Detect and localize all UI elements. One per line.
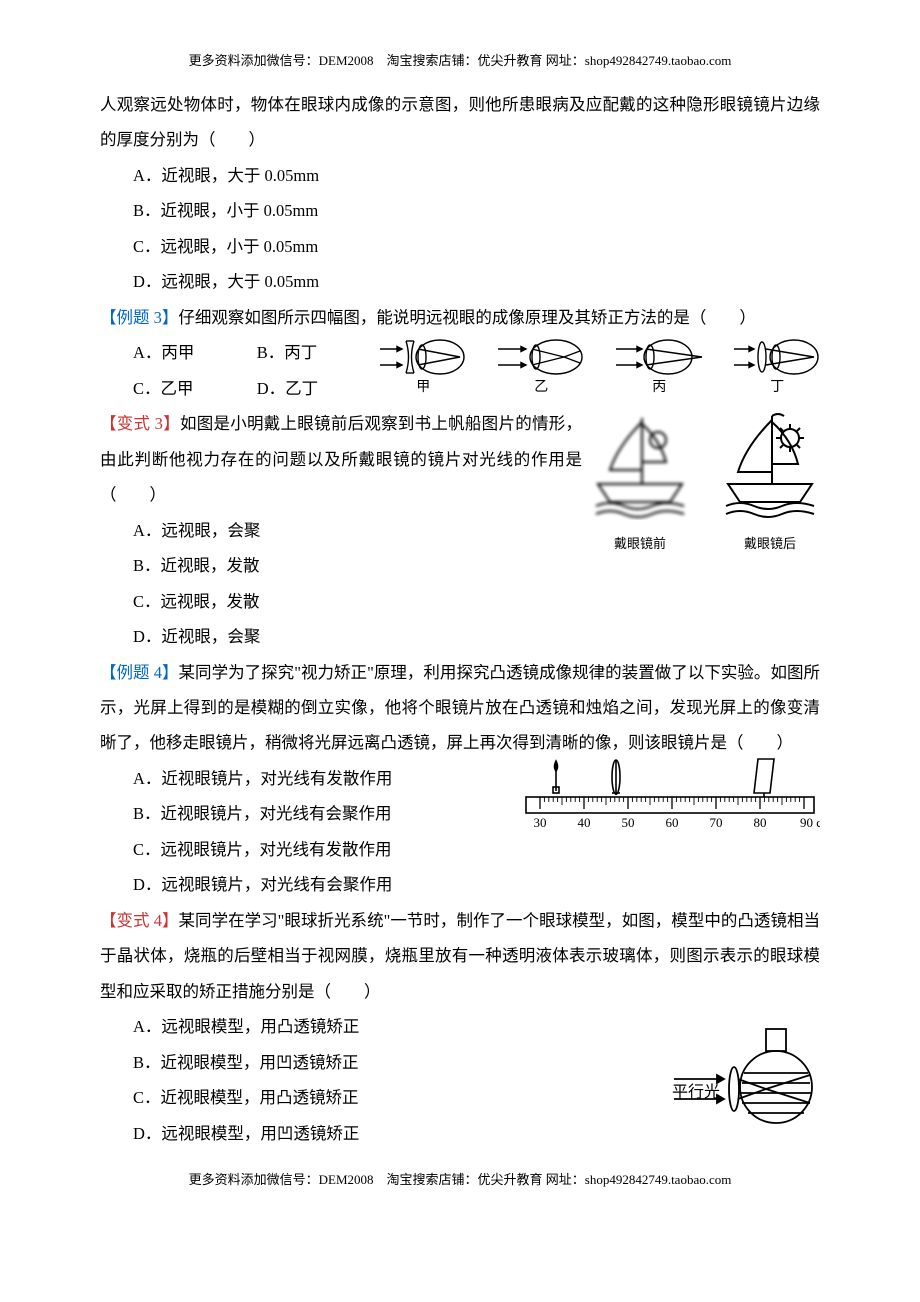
var4-text: 某同学在学习"眼球折光系统"一节时，制作了一个眼球模型，如图，模型中的凸透镜相当… [100, 911, 820, 1001]
ex3-label-bing: 丙 [652, 380, 666, 395]
var3-tag: 【变式 3】 [100, 414, 180, 433]
svg-text:40: 40 [578, 815, 591, 830]
svg-text:90 cm: 90 cm [800, 815, 820, 830]
boat-before-icon [590, 410, 690, 520]
ex3-options-row1: A．丙甲 B．丙丁 C．乙甲 D．乙丁 [100, 335, 820, 406]
svg-text:30: 30 [534, 815, 547, 830]
var3-after-label: 戴眼镜后 [720, 530, 820, 558]
var4-figure: 平行光 [670, 1013, 820, 1145]
q0-option-b: B．近视眼，小于 0.05mm [100, 193, 820, 228]
optical-bench-icon: 30 40 50 60 70 80 90 cm [520, 755, 820, 833]
ex3-label-jia: 甲 [416, 380, 430, 395]
eye-diagram-yi [496, 335, 586, 379]
ex3-prompt: 【例题 3】仔细观察如图所示四幅图，能说明远视眼的成像原理及其矫正方法的是（ ） [100, 300, 820, 335]
var3-before-label: 戴眼镜前 [590, 530, 690, 558]
ex3-option-d: D．乙丁 [257, 371, 373, 406]
ex3-label-yi: 乙 [534, 380, 548, 395]
q0-option-c: C．远视眼，小于 0.05mm [100, 229, 820, 264]
ex4-option-d: D．远视眼镜片，对光线有会聚作用 [100, 867, 820, 902]
var4-prompt: 【变式 4】某同学在学习"眼球折光系统"一节时，制作了一个眼球模型，如图，模型中… [100, 903, 820, 1009]
q0-option-d: D．远视眼，大于 0.05mm [100, 264, 820, 299]
ex3-option-b: B．丙丁 [257, 335, 373, 370]
svg-text:50: 50 [622, 815, 635, 830]
page-footer: 更多资料添加微信号：DEM2008 淘宝搜索店铺：优尖升教育 网址：shop49… [100, 1169, 820, 1188]
flask-label: 平行光 [672, 1083, 720, 1101]
eye-model-flask-icon: 平行光 [670, 1013, 820, 1133]
ex3-tag: 【例题 3】 [100, 308, 178, 327]
ex3-diagrams: 甲 [378, 335, 822, 397]
eye-diagram-jia [378, 335, 468, 379]
ex4-figure: 30 40 50 60 70 80 90 cm [520, 755, 820, 845]
var3-figure: 戴眼镜前 [590, 410, 820, 558]
svg-text:80: 80 [754, 815, 767, 830]
ex3-option-c: C．乙甲 [100, 371, 257, 406]
ex3-option-a: A．丙甲 [100, 335, 257, 370]
ex4-prompt: 【例题 4】某同学为了探究"视力矫正"原理，利用探究凸透镜成像规律的装置做了以下… [100, 655, 820, 761]
ex4-text: 某同学为了探究"视力矫正"原理，利用探究凸透镜成像规律的装置做了以下实验。如图所… [100, 663, 820, 753]
var3-option-d: D．近视眼，会聚 [100, 619, 820, 654]
ex3-text: 仔细观察如图所示四幅图，能说明远视眼的成像原理及其矫正方法的是（ ） [178, 308, 756, 327]
var4-tag: 【变式 4】 [100, 911, 179, 930]
var3-option-c: C．远视眼，发散 [100, 584, 820, 619]
svg-text:70: 70 [710, 815, 723, 830]
intro-continuation: 人观察远处物体时，物体在眼球内成像的示意图，则他所患眼病及应配戴的这种隐形眼镜镜… [100, 87, 820, 158]
eye-diagram-ding [732, 335, 822, 379]
ex4-tag: 【例题 4】 [100, 663, 179, 682]
svg-text:60: 60 [666, 815, 679, 830]
page-header: 更多资料添加微信号：DEM2008 淘宝搜索店铺：优尖升教育 网址：shop49… [100, 50, 820, 69]
eye-diagram-bing [614, 335, 704, 379]
boat-after-icon [720, 410, 820, 520]
ex3-label-ding: 丁 [770, 380, 784, 395]
q0-option-a: A．近视眼，大于 0.05mm [100, 158, 820, 193]
